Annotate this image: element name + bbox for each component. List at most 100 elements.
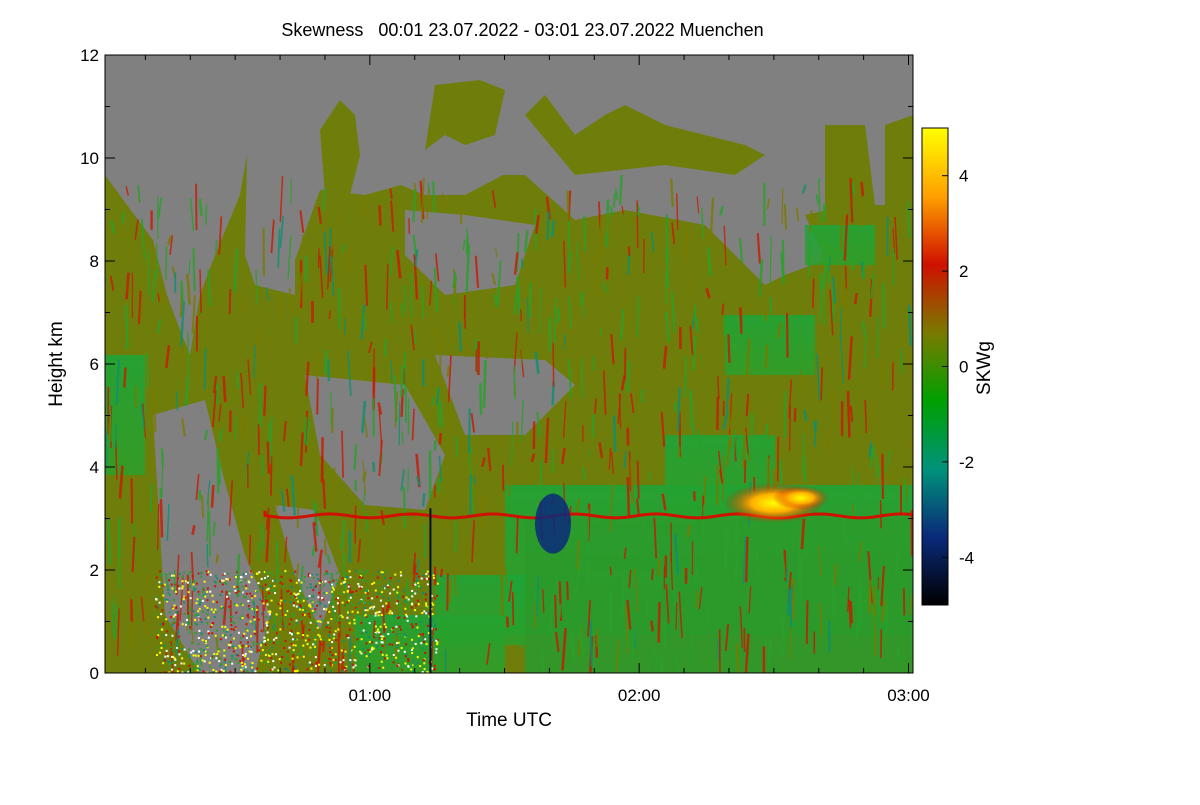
- speckle: [325, 608, 327, 610]
- speckle: [265, 654, 267, 656]
- speckle: [400, 629, 402, 631]
- speckle: [423, 643, 425, 645]
- speckle: [167, 589, 169, 591]
- speckle: [405, 655, 407, 657]
- streak: [264, 385, 265, 415]
- speckle: [398, 642, 400, 644]
- speckle: [164, 659, 166, 661]
- speckle: [155, 613, 157, 615]
- speckle: [251, 595, 253, 597]
- speckle: [240, 667, 242, 669]
- speckle: [308, 639, 310, 641]
- speckle: [404, 651, 406, 653]
- speckle: [246, 623, 248, 625]
- streak: [641, 389, 642, 402]
- speckle: [258, 619, 260, 621]
- speckle: [224, 661, 226, 663]
- speckle: [290, 580, 292, 582]
- speckle: [195, 655, 197, 657]
- speckle: [250, 665, 252, 667]
- speckle: [355, 654, 357, 656]
- speckle: [332, 654, 334, 656]
- speckle: [333, 612, 335, 614]
- streak: [447, 573, 448, 610]
- speckle: [337, 602, 339, 604]
- speckle: [342, 625, 344, 627]
- speckle: [339, 616, 341, 618]
- speckle: [326, 624, 328, 626]
- speckle: [165, 653, 167, 655]
- streak: [725, 529, 726, 572]
- speckle: [425, 612, 427, 614]
- speckle: [174, 621, 176, 623]
- speckle: [292, 588, 294, 590]
- speckle: [397, 650, 399, 652]
- streak: [323, 641, 324, 652]
- speckle: [304, 576, 306, 578]
- speckle: [371, 642, 373, 644]
- speckle: [216, 578, 218, 580]
- speckle: [174, 664, 176, 666]
- streak: [147, 354, 148, 387]
- speckle: [410, 669, 412, 671]
- speckle: [261, 630, 263, 632]
- streak: [126, 305, 128, 349]
- speckle: [267, 577, 269, 579]
- speckle: [202, 600, 204, 602]
- streak: [486, 341, 487, 359]
- streak: [786, 569, 787, 584]
- speckle: [167, 599, 169, 601]
- speckle: [181, 648, 183, 650]
- speckle: [169, 611, 171, 613]
- speckle: [394, 629, 396, 631]
- speckle: [315, 625, 317, 627]
- streak: [559, 604, 560, 617]
- speckle: [364, 614, 366, 616]
- speckle: [206, 607, 208, 609]
- speckle: [382, 605, 384, 607]
- speckle: [228, 647, 230, 649]
- speckle: [320, 602, 322, 604]
- speckle: [183, 598, 185, 600]
- speckle: [235, 626, 237, 628]
- speckle: [169, 573, 171, 575]
- speckle: [264, 630, 266, 632]
- speckle: [285, 640, 287, 642]
- streak: [214, 522, 215, 536]
- speckle: [242, 617, 244, 619]
- speckle: [298, 645, 300, 647]
- speckle: [160, 613, 162, 615]
- speckle: [189, 627, 191, 629]
- speckle: [247, 641, 249, 643]
- speckle: [283, 625, 285, 627]
- speckle: [289, 632, 291, 634]
- streak: [230, 289, 231, 314]
- speckle: [176, 647, 178, 649]
- speckle: [242, 654, 244, 656]
- speckle: [291, 643, 293, 645]
- speckle: [211, 657, 213, 659]
- speckle: [161, 609, 163, 611]
- speckle: [305, 610, 307, 612]
- streak: [790, 406, 791, 451]
- speckle: [330, 664, 332, 666]
- streak: [216, 240, 217, 252]
- streak: [637, 200, 638, 248]
- speckle: [416, 580, 418, 582]
- speckle: [367, 609, 369, 611]
- speckle: [213, 653, 215, 655]
- streak: [484, 360, 485, 408]
- streak: [373, 348, 374, 393]
- speckle: [265, 627, 267, 629]
- speckle: [181, 587, 183, 589]
- streak: [782, 188, 783, 223]
- speckle: [431, 639, 433, 641]
- streak: [584, 215, 585, 251]
- speckle: [219, 648, 221, 650]
- speckle: [359, 576, 361, 578]
- speckle: [247, 614, 249, 616]
- speckle: [158, 581, 160, 583]
- speckle: [224, 667, 226, 669]
- speckle: [382, 654, 384, 656]
- streak: [366, 513, 367, 531]
